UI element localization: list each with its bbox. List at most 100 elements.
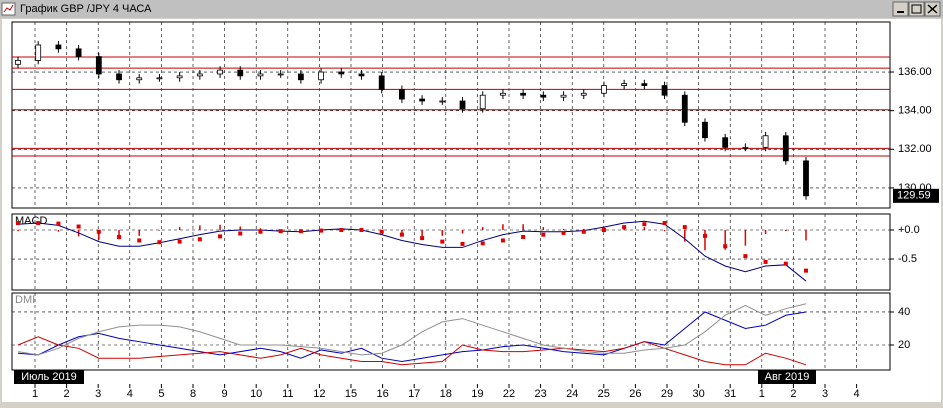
signal-dot [682,225,687,230]
candle-body [176,75,183,79]
candle-body [358,73,365,77]
x-tick-label: 19 [471,388,483,400]
signal-dot [783,261,788,266]
signal-dot [561,230,566,235]
candle-body [479,94,486,110]
x-tick-label: 15 [345,388,357,400]
signal-dot [702,233,707,238]
x-tick-label: 3 [822,388,828,400]
candle-body [742,146,749,149]
candle-body [136,77,143,81]
y-tick-label: 132.00 [898,143,932,155]
maximize-button[interactable] [908,1,925,17]
candle-body [75,48,82,57]
x-tick-label: 1 [32,388,38,400]
candle-body [621,83,628,86]
x-tick-label: 29 [661,388,673,400]
signal-dot [96,229,101,234]
candle-body [702,121,708,139]
candle-body [560,94,567,98]
signal-dot [804,268,808,273]
x-tick-label: 10 [250,388,262,400]
x-tick-label: 30 [692,388,704,400]
signal-dot [359,228,364,233]
candle-body [459,100,466,110]
candle-body [156,77,163,80]
x-tick-label: 2 [64,388,70,400]
x-tick-label: 8 [190,388,196,400]
candle-body [277,73,284,76]
x-tick-label: 1 [759,388,765,400]
x-tick-label: 4 [127,388,133,400]
signal-dot [56,221,61,226]
candle-body [601,85,607,94]
minimize-button[interactable] [892,1,909,17]
x-tick-label: 9 [222,388,228,400]
x-tick-label: 4 [854,388,860,400]
candle-body [55,44,62,50]
candle-body [762,135,769,148]
x-tick-label: 25 [598,388,610,400]
close-glyph [927,4,938,14]
month-label: Авг 2019 [765,371,810,383]
month-box [14,370,84,384]
y-tick-label: 20 [898,339,910,351]
candle-body [378,75,385,90]
signal-dot [36,221,41,226]
candle-body [398,89,405,100]
month-box [758,370,816,384]
x-tick-label: 2 [790,388,796,400]
title-bar [0,0,943,18]
signal-dot [763,259,768,264]
panel-frame [11,21,891,209]
signal-dot [460,241,465,246]
signal-dot [420,236,425,241]
chart-area [2,19,941,402]
signal-dot [137,238,142,243]
window-buttons[interactable] [892,1,941,17]
x-tick-label: 3 [95,388,101,400]
signal-dot [177,239,182,244]
signal-dot [258,229,263,234]
x-tick-label: 23 [534,388,546,400]
candle-body [540,94,547,98]
candle-body [95,56,102,75]
candle-body [257,73,264,77]
signal-dot [117,234,122,239]
signal-dot [379,229,384,234]
x-tick-label: 18 [440,388,452,400]
panel-frame [11,213,891,291]
x-tick-label: 17 [408,388,420,400]
x-tick-label: 31 [724,388,736,400]
candle-body [661,85,668,96]
panel-title: MACD [15,215,47,227]
app-icon-glyph [3,4,14,13]
candle-body [419,98,426,102]
indicator-line [17,336,807,366]
signal-dot [278,229,283,234]
signal-dot [319,228,324,233]
last-price-box [893,188,939,203]
panel-frame [11,292,891,371]
signal-dot [157,240,162,245]
candle-body [641,83,648,86]
candle-body [520,92,527,96]
signal-dot [218,234,223,239]
signal-dot [500,238,505,243]
candle-body [580,92,587,96]
candle-body [681,94,688,123]
candle-body [217,69,223,75]
signal-dot [238,231,243,236]
signal-dot [76,224,81,229]
month-label: Июль 2019 [21,371,77,383]
signal-dot [541,232,546,237]
candle-body [338,71,345,75]
x-tick-label: 16 [376,388,388,400]
candle-body [15,60,21,65]
window-title: График GBP /JPY 4 ЧАСА [20,3,152,15]
signal-dot [723,244,728,249]
signal-dot [662,221,667,226]
y-tick-label: 134.00 [898,105,932,117]
candle-body [722,137,729,148]
